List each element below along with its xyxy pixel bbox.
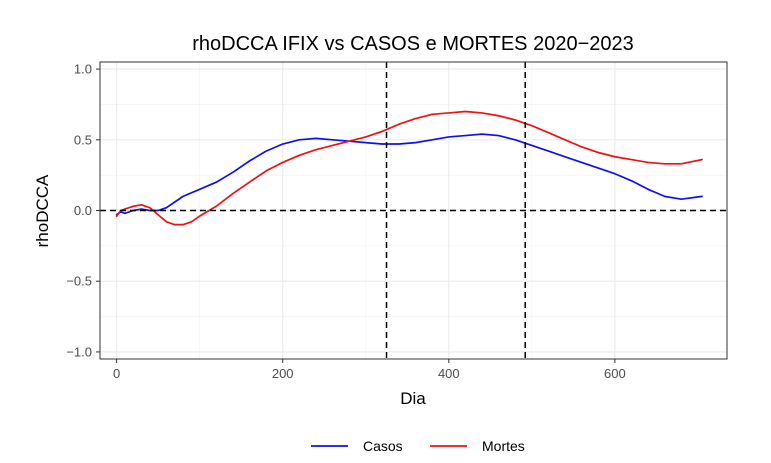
legend-label-mortes: Mortes	[482, 438, 525, 454]
plot-area: 0 200 400 600 −1.0 −0.5 0.0 0.5 1.0	[66, 61, 728, 381]
series-line-casos	[115, 133, 703, 216]
x-tick-label: 600	[604, 366, 626, 381]
y-axis-title: rhoDCCA	[33, 174, 52, 247]
x-tick-label: 200	[272, 366, 294, 381]
y-tick-label: 0.0	[74, 203, 92, 218]
x-tick-label: 0	[113, 366, 120, 381]
x-tick-label: 400	[438, 366, 460, 381]
series-line-mortes	[115, 110, 703, 226]
chart-title: rhoDCCA IFIX vs CASOS e MORTES 2020−2023	[192, 33, 633, 55]
y-tick-label: −0.5	[66, 274, 92, 289]
legend: Casos Mortes	[311, 438, 525, 454]
legend-label-casos: Casos	[363, 438, 403, 454]
y-tick-label: 1.0	[74, 62, 92, 77]
y-tick-label: −1.0	[66, 344, 92, 359]
x-axis-title: Dia	[400, 389, 426, 408]
y-tick-label: 0.5	[74, 132, 92, 147]
